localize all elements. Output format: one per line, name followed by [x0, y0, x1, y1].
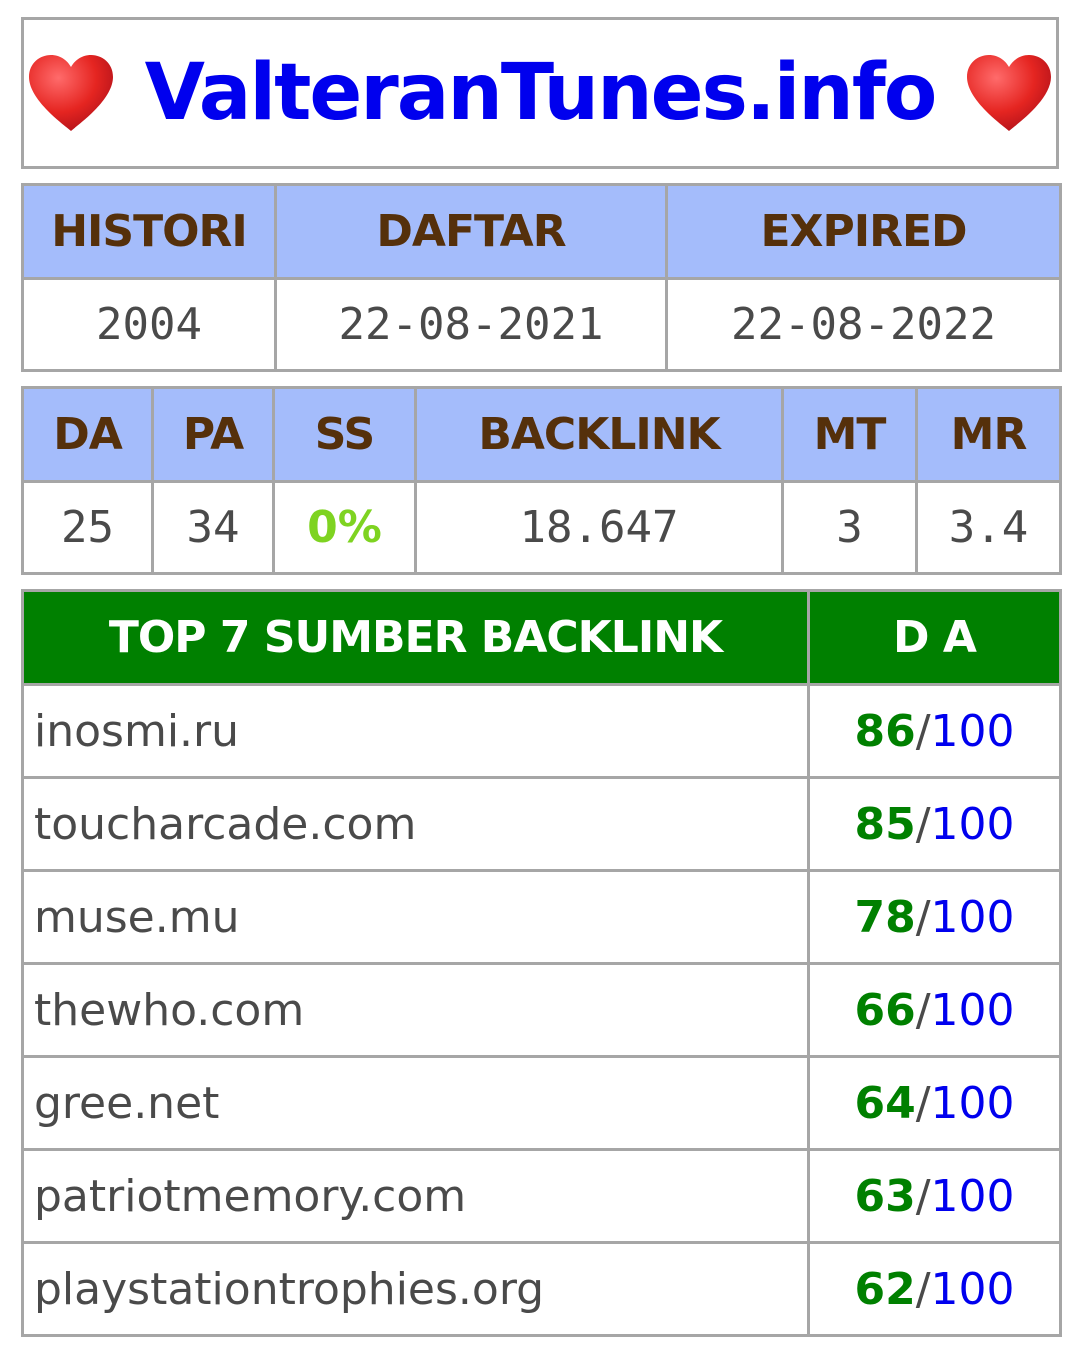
table-row: patriotmemory.com 63/100	[21, 1148, 1062, 1244]
domain-info-header-row: HISTORI DAFTAR EXPIRED	[21, 183, 1062, 280]
metrics-table: DA PA SS BACKLINK MT MR 25 34 0% 18.647 …	[21, 386, 1062, 575]
value-mr: 3.4	[915, 480, 1062, 575]
table-row: gree.net 64/100	[21, 1055, 1062, 1151]
header-daftar: DAFTAR	[274, 183, 668, 280]
da-value: 85	[854, 798, 916, 850]
source-da-score: 64/100	[807, 1055, 1062, 1151]
domain-info-value-row: 2004 22-08-2021 22-08-2022	[21, 277, 1062, 372]
heart-icon	[28, 55, 113, 131]
table-row: toucharcade.com 85/100	[21, 776, 1062, 872]
da-value: 62	[854, 1263, 916, 1315]
da-value: 63	[854, 1170, 916, 1222]
da-value: 78	[854, 891, 916, 943]
source-domain: muse.mu	[21, 869, 810, 965]
da-max: 100	[930, 1263, 1015, 1315]
da-separator: /	[915, 705, 931, 757]
da-value: 64	[854, 1077, 916, 1129]
da-value: 66	[854, 984, 916, 1036]
table-row: playstationtrophies.org 62/100	[21, 1241, 1062, 1337]
source-da-score: 62/100	[807, 1241, 1062, 1337]
da-separator: /	[915, 1170, 931, 1222]
title-box: ValteranTunes.info	[21, 17, 1059, 169]
da-max: 100	[930, 891, 1015, 943]
source-da-score: 78/100	[807, 869, 1062, 965]
source-da-score: 63/100	[807, 1148, 1062, 1244]
value-backlink: 18.647	[414, 480, 784, 575]
header-mt: MT	[781, 386, 918, 483]
header-ss: SS	[272, 386, 417, 483]
value-da: 25	[21, 480, 154, 575]
da-max: 100	[930, 984, 1015, 1036]
source-da-score: 86/100	[807, 683, 1062, 779]
header-backlink: BACKLINK	[414, 386, 784, 483]
source-domain: playstationtrophies.org	[21, 1241, 810, 1337]
top-backlink-sources-table: TOP 7 SUMBER BACKLINK D A inosmi.ru 86/10…	[21, 589, 1062, 1337]
value-pa: 34	[151, 480, 275, 575]
da-separator: /	[915, 984, 931, 1036]
da-separator: /	[915, 891, 931, 943]
da-separator: /	[915, 1077, 931, 1129]
site-title-link[interactable]: ValteranTunes.info	[144, 48, 938, 138]
top-sources-body: inosmi.ru 86/100 toucharcade.com 85/100 muse…	[21, 683, 1062, 1337]
source-da-score: 85/100	[807, 776, 1062, 872]
header-histori: HISTORI	[21, 183, 277, 280]
da-separator: /	[915, 798, 931, 850]
metrics-header-row: DA PA SS BACKLINK MT MR	[21, 386, 1062, 483]
metrics-value-row: 25 34 0% 18.647 3 3.4	[21, 480, 1062, 575]
da-value: 86	[854, 705, 916, 757]
source-da-score: 66/100	[807, 962, 1062, 1058]
da-max: 100	[930, 1170, 1015, 1222]
value-daftar: 22-08-2021	[274, 277, 668, 372]
header-mr: MR	[915, 386, 1062, 483]
da-separator: /	[915, 1263, 931, 1315]
da-max: 100	[930, 798, 1015, 850]
domain-info-table: HISTORI DAFTAR EXPIRED 2004 22-08-2021 2…	[21, 183, 1062, 372]
value-expired: 22-08-2022	[665, 277, 1062, 372]
table-row: muse.mu 78/100	[21, 869, 1062, 965]
source-domain: toucharcade.com	[21, 776, 810, 872]
value-histori: 2004	[21, 277, 277, 372]
heart-icon	[967, 55, 1052, 131]
source-domain: gree.net	[21, 1055, 810, 1151]
da-max: 100	[930, 705, 1015, 757]
da-max: 100	[930, 1077, 1015, 1129]
value-ss: 0%	[272, 480, 417, 575]
header-expired: EXPIRED	[665, 183, 1062, 280]
table-row: thewho.com 66/100	[21, 962, 1062, 1058]
source-domain: inosmi.ru	[21, 683, 810, 779]
header-source-da: D A	[807, 589, 1062, 686]
header-pa: PA	[151, 386, 275, 483]
value-mt: 3	[781, 480, 918, 575]
source-domain: thewho.com	[21, 962, 810, 1058]
source-domain: patriotmemory.com	[21, 1148, 810, 1244]
header-top-sources: TOP 7 SUMBER BACKLINK	[21, 589, 810, 686]
page-container: ValteranTunes.info HISTORI DAFTAR EXPIRE…	[21, 17, 1062, 1337]
top-sources-header-row: TOP 7 SUMBER BACKLINK D A	[21, 589, 1062, 686]
header-da: DA	[21, 386, 154, 483]
table-row: inosmi.ru 86/100	[21, 683, 1062, 779]
